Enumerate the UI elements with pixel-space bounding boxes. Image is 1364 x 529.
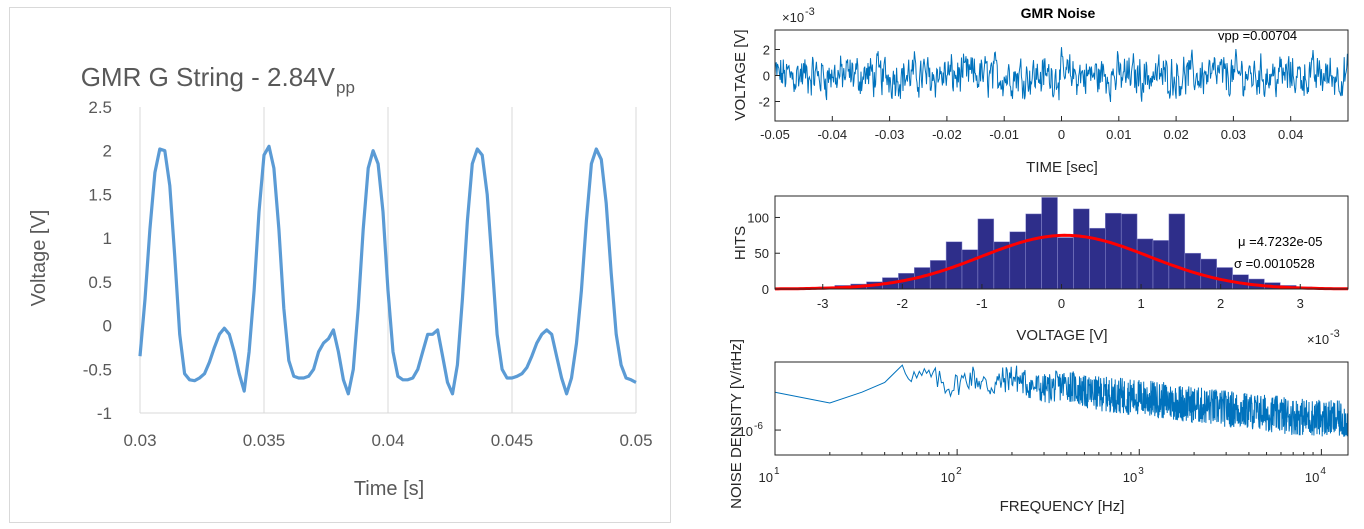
histogram-mu-annotation: μ =4.7232e-05 [1238,234,1322,249]
noise-density-chart: 10 1 10 2 10 3 10 410 -6 FREQUENCY [Hz] NOISE DE… [728,339,1349,515]
left-chart-x-tick-label: 0.05 [619,431,652,450]
noise-x-tick-label: 0.04 [1278,127,1303,142]
noise-chart-title: GMR Noise [1021,5,1096,21]
histogram-x-exponent-power: -3 [1330,328,1340,340]
left-chart-title: GMR G String - 2.84V [81,62,336,92]
noise-density-x-tick-power: 2 [956,466,962,477]
noise-x-tick-label: -0.05 [760,127,790,142]
noise-y-exponent-base: ×10 [782,10,804,25]
noise-y-axis-label: VOLTAGE [V] [732,29,749,120]
histogram-bar [961,249,979,290]
noise-vpp-annotation: vpp =0.00704 [1218,28,1297,43]
noise-density-x-tick-power: 4 [1320,466,1326,477]
left-chart-y-ticks: 2.5 2 1.5 1 0.5 0 -0.5 -1 [83,98,112,423]
histogram-bar [1105,212,1122,290]
left-chart-x-axis-label: Time [s] [354,478,424,500]
left-chart-x-ticks: 0.03 0.035 0.04 0.045 0.05 [123,431,652,450]
noise-density-y-tick-base: 10 [739,424,753,439]
histogram-axis-ticks: -3 -2 -1 0 1 2 3 100 50 0 [747,210,1304,311]
noise-density-x-tick-power: 3 [1138,466,1144,477]
histogram-x-tick-label: -2 [897,296,909,311]
left-chart-x-tick-label: 0.035 [243,431,286,450]
noise-density-x-axis-label: FREQUENCY [Hz] [1000,498,1125,515]
left-chart-y-tick-label: 2.5 [88,98,112,117]
left-chart-y-tick-label: -1 [97,404,112,423]
left-chart-y-tick-label: -0.5 [83,360,112,379]
left-chart-y-tick-label: 0.5 [88,273,112,292]
noise-x-tick-label: 0.01 [1106,127,1131,142]
noise-axis-ticks: -0.05 -0.04 -0.03 -0.02 -0.01 0 0.01 0.02 0.03 0.… [758,43,1303,143]
left-chart-y-tick-label: 1.5 [88,185,112,204]
histogram-plot-box [774,195,1349,290]
histogram-bar [1025,213,1042,290]
left-chart-x-tick-label: 0.03 [123,431,156,450]
left-chart-y-tick-label: 0 [103,317,112,336]
left-chart-y-tick-label: 2 [103,142,112,161]
noise-x-tick-label: -0.03 [875,127,905,142]
histogram-bar [1057,237,1074,290]
noise-density-x-tick-base: 10 [759,470,773,485]
histogram-x-tick-label: 1 [1137,296,1144,311]
left-chart-title-subscript: pp [336,78,355,97]
histogram-x-tick-label: -3 [817,296,829,311]
noise-y-tick-label: 0 [763,69,770,84]
left-chart-gridlines [139,107,637,414]
histogram-x-axis-label: VOLTAGE [V] [1016,327,1107,344]
histogram-bar [1073,208,1090,290]
histogram-gaussian-fit [775,233,1348,291]
noise-plot-box [774,29,1349,122]
noise-density-series-line [774,364,1349,437]
noise-density-y-tick-power: -6 [754,421,763,432]
histogram-y-axis-label: HITS [732,226,749,260]
noise-density-x-tick-base: 10 [1305,470,1319,485]
noise-density-x-tick-base: 10 [941,470,955,485]
histogram-bars [802,197,1313,290]
histogram-y-tick-label: 0 [762,282,769,297]
histogram-x-tick-label: 0 [1058,296,1065,311]
excel-chart-panel [9,7,671,523]
left-chart-y-tick-label: 1 [103,229,112,248]
noise-histogram-chart: -3 -2 -1 0 1 2 3 100 50 0 μ =4.7232e-05 σ =0.0010… [732,195,1349,347]
histogram-x-tick-label: -1 [976,296,988,311]
gmr-g-string-chart: GMR G String - 2.84V pp 2.5 2 1.5 1 0.5 0 -0.5… [28,62,653,500]
noise-density-plot-box [774,361,1349,456]
noise-density-axis-ticks: 10 1 10 2 10 3 10 410 -6 [739,421,1327,485]
noise-x-tick-label: 0 [1058,127,1065,142]
noise-x-tick-label: -0.01 [989,127,1019,142]
histogram-bar [1136,238,1154,290]
histogram-x-tick-label: 2 [1217,296,1224,311]
histogram-y-tick-label: 100 [747,210,769,225]
noise-y-tick-label: -2 [758,95,770,110]
histogram-bar [1168,213,1186,290]
noise-density-x-tick-power: 1 [774,466,780,477]
left-chart-y-axis-label: Voltage [V] [28,210,50,307]
noise-y-exponent-power: -3 [805,6,815,18]
left-chart-x-tick-label: 0.04 [371,431,404,450]
noise-x-axis-label: TIME [sec] [1026,159,1098,176]
left-chart-x-tick-label: 0.045 [491,431,534,450]
noise-x-tick-label: 0.02 [1163,127,1188,142]
noise-x-tick-label: 0.03 [1221,127,1246,142]
histogram-x-tick-label: 3 [1297,296,1304,311]
noise-density-x-tick-base: 10 [1123,470,1137,485]
noise-x-tick-label: -0.02 [932,127,962,142]
histogram-y-tick-label: 50 [755,246,769,261]
histogram-sigma-annotation: σ =0.0010528 [1234,256,1315,271]
noise-time-series-line [774,47,1349,103]
noise-density-y-axis-label: NOISE DENSITY [V/rtHz] [728,339,745,509]
noise-x-tick-label: -0.04 [817,127,847,142]
histogram-x-exponent-base: ×10 [1307,332,1329,347]
left-chart-series-line [138,144,637,396]
noise-y-tick-label: 2 [763,43,770,58]
histogram-bar [1041,197,1058,290]
gmr-noise-time-chart: GMR Noise ×10 -3 -0.05 -0.04 -0.03 -0.02 -0.… [732,5,1349,176]
